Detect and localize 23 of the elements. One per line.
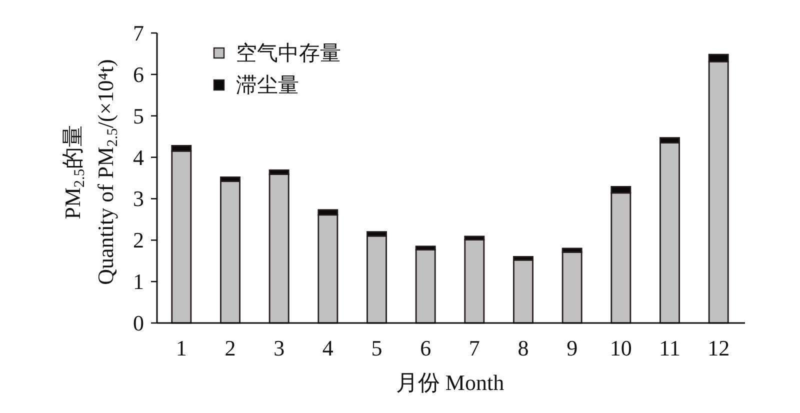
y-tick-label: 1 bbox=[133, 269, 144, 294]
x-tick-label: 3 bbox=[274, 336, 285, 360]
x-tick-label: 12 bbox=[708, 336, 730, 360]
x-tick-label: 10 bbox=[610, 336, 632, 360]
x-tick-label: 8 bbox=[518, 336, 529, 360]
x-tick-label: 2 bbox=[224, 336, 236, 360]
x-tick-label: 7 bbox=[468, 336, 480, 360]
y-tick-label: 7 bbox=[133, 20, 144, 46]
legend-label: 滞尘量 bbox=[236, 73, 299, 97]
x-tick-label: 5 bbox=[371, 336, 382, 360]
x-tick-label: 9 bbox=[566, 336, 578, 360]
y-tick-label: 5 bbox=[133, 103, 144, 128]
x-axis-title: 月份 Month bbox=[396, 370, 504, 394]
legend-label: 空气中存量 bbox=[236, 41, 341, 65]
y-tick-label: 6 bbox=[133, 62, 144, 87]
x-tick-label: 1 bbox=[176, 336, 187, 360]
y-tick-label: 2 bbox=[133, 228, 144, 253]
y-tick-label: 0 bbox=[133, 310, 144, 336]
x-tick-label: 11 bbox=[659, 336, 680, 360]
x-tick-label: 6 bbox=[420, 336, 432, 360]
y-tick-label: 3 bbox=[133, 186, 144, 212]
x-tick-label: 4 bbox=[322, 336, 334, 360]
y-tick-label: 4 bbox=[133, 144, 144, 170]
